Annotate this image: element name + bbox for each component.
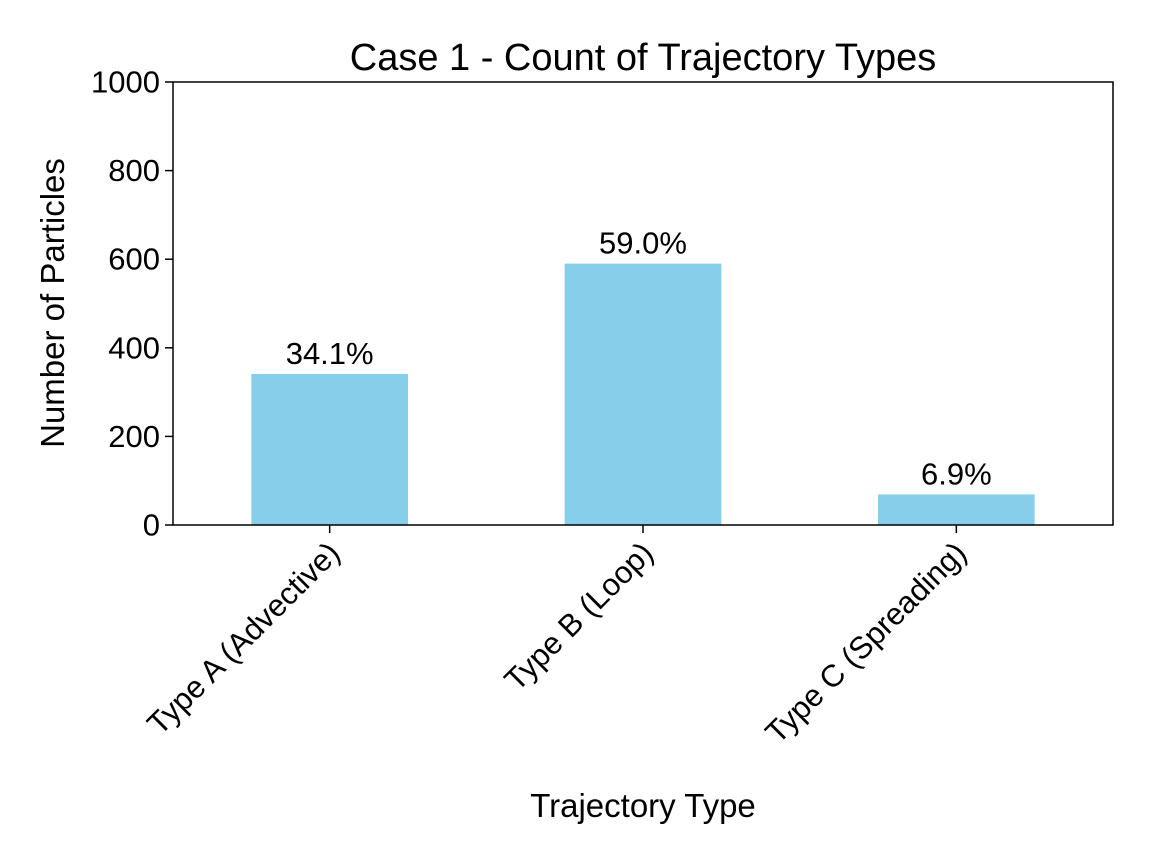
- y-tick-label-5: 1000: [91, 65, 160, 100]
- bar-data-label-2: 59.0%: [599, 226, 687, 261]
- ticks-layer: Type A (Advective) Type B (Loop) Type C (S…: [91, 65, 973, 751]
- chart-title: Case 1 - Count of Trajectory Types: [350, 37, 936, 79]
- y-tick-label-0: 0: [143, 508, 160, 543]
- x-tick-label-1: Type A (Advective): [140, 535, 346, 741]
- x-tick-label-2: Type B (Loop): [498, 535, 660, 697]
- bars-layer: 34.1% 59.0% 6.9%: [251, 226, 1035, 525]
- bar-data-label-1: 34.1%: [286, 336, 374, 371]
- bar-2: [564, 263, 722, 525]
- bar-3: [878, 494, 1035, 525]
- y-tick-label-1: 200: [108, 419, 160, 454]
- bar-1: [251, 373, 408, 525]
- x-axis-label: Trajectory Type: [530, 787, 756, 824]
- x-tick-label-3: Type C (Spreading): [758, 535, 973, 750]
- plot-frame: [172, 81, 1114, 526]
- y-tick-label-4: 800: [108, 153, 160, 188]
- y-tick-label-2: 400: [108, 330, 160, 365]
- y-tick-label-3: 600: [108, 242, 160, 277]
- bar-data-label-3: 6.9%: [921, 456, 992, 491]
- y-axis-label: Number of Particles: [34, 158, 71, 448]
